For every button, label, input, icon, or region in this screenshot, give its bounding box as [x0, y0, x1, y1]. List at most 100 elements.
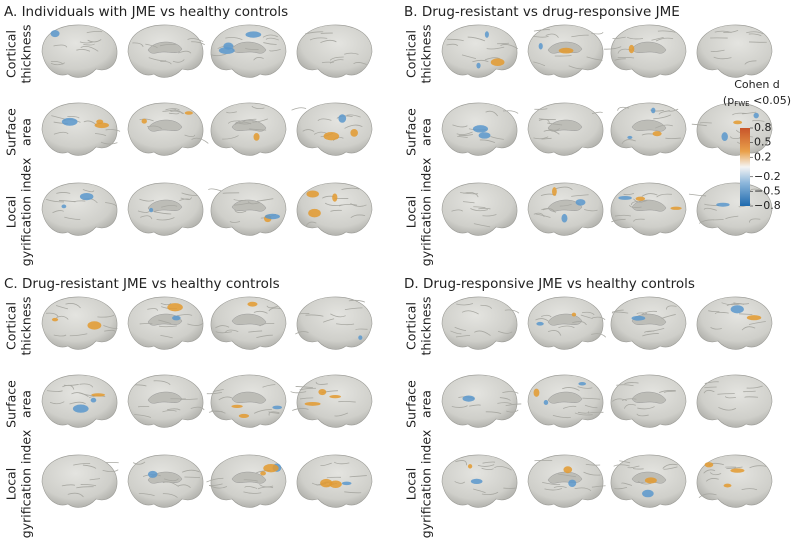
sulcus — [259, 322, 275, 327]
corpus-callosum — [147, 199, 183, 212]
effect-blob — [87, 321, 102, 330]
sulcus — [627, 465, 640, 469]
corpus-callosum — [231, 391, 267, 404]
sulcus — [458, 134, 473, 137]
brain — [696, 24, 773, 78]
sulcus — [184, 134, 196, 138]
effect-blob — [746, 315, 762, 321]
effect-blob — [536, 321, 544, 326]
sulcus — [102, 469, 119, 473]
sulcus — [497, 330, 513, 334]
sulcus — [470, 208, 488, 212]
sulcus — [224, 329, 239, 334]
sulcus — [752, 120, 765, 122]
sulcus — [53, 44, 68, 48]
sulcus — [138, 405, 150, 408]
sulcus — [268, 307, 281, 312]
sulcus — [135, 384, 147, 387]
brain — [210, 24, 287, 78]
sulcus — [244, 486, 258, 489]
sulcus — [454, 326, 467, 331]
sulcus — [349, 475, 367, 478]
brain — [688, 182, 773, 236]
sulcus — [222, 192, 240, 194]
sulcus — [619, 460, 631, 464]
effect-blob — [478, 132, 491, 139]
sulcus — [234, 121, 252, 125]
brain — [210, 102, 287, 156]
sulcus — [721, 302, 740, 306]
sulcus — [562, 387, 580, 391]
panel-title: B. Drug-resistant vs drug-responsive JME — [404, 4, 680, 20]
sulcus — [348, 299, 366, 303]
sulcus — [581, 311, 595, 316]
sulcus — [191, 137, 209, 144]
brain — [441, 374, 522, 428]
sulcus — [212, 388, 224, 392]
brain — [527, 24, 604, 78]
effect-blob — [61, 117, 78, 126]
row-label: Cortical — [404, 302, 419, 350]
sulcus — [462, 201, 475, 204]
effect-blob — [338, 114, 347, 123]
sulcus — [262, 384, 276, 388]
sulcus — [80, 45, 99, 52]
sulcus — [179, 198, 191, 202]
sulcus — [156, 217, 175, 221]
sulcus — [583, 471, 601, 476]
sulcus — [321, 61, 334, 64]
brain — [127, 374, 205, 428]
brain-surface — [441, 374, 518, 428]
sulcus — [456, 131, 473, 136]
effect-blob — [552, 187, 557, 196]
sulcus — [244, 47, 259, 50]
sulcus — [344, 124, 363, 129]
sulcus — [452, 124, 468, 128]
sulcus — [532, 35, 549, 38]
brain — [41, 374, 118, 428]
effect-blob — [167, 303, 183, 312]
effect-blob — [628, 44, 635, 54]
sulcus — [309, 37, 328, 41]
sulcus — [663, 466, 678, 470]
sulcus — [305, 314, 324, 317]
sulcus — [139, 198, 155, 202]
brain — [290, 374, 373, 428]
sulcus — [262, 34, 278, 38]
colorbar-tick-label: 0.8 — [754, 121, 772, 134]
sulcus — [748, 321, 766, 325]
sulcus — [614, 58, 626, 61]
effect-blob — [147, 470, 158, 478]
sulcus — [206, 477, 224, 483]
colorbar-tick-label: 0.2 — [754, 150, 772, 163]
effect-blob — [308, 208, 321, 218]
row-label: gyrification index — [419, 158, 434, 266]
sulcus — [263, 42, 277, 45]
sulcus — [651, 37, 664, 41]
effect-blob — [247, 301, 258, 307]
sulcus — [73, 463, 91, 466]
sulcus — [502, 110, 519, 114]
sulcus — [350, 214, 366, 218]
sulcus — [633, 198, 648, 203]
sulcus — [87, 39, 102, 43]
sulcus — [663, 390, 676, 393]
sulcus — [582, 397, 601, 400]
sulcus — [105, 202, 117, 207]
brain — [291, 102, 373, 156]
panel-title: D. Drug-responsive JME vs healthy contro… — [404, 276, 695, 292]
sulcus — [486, 46, 505, 50]
sulcus — [699, 219, 715, 224]
effect-blob — [642, 489, 654, 498]
row-label: thickness — [419, 296, 434, 355]
sulcus — [160, 303, 172, 306]
sulcus — [611, 309, 624, 314]
row-label: Local — [404, 196, 419, 228]
sulcus — [469, 404, 481, 407]
sulcus — [65, 303, 81, 309]
sulcus — [477, 464, 495, 467]
sulcus — [170, 109, 183, 115]
sulcus — [657, 30, 676, 33]
sulcus — [633, 218, 645, 222]
sulcus — [162, 493, 178, 498]
